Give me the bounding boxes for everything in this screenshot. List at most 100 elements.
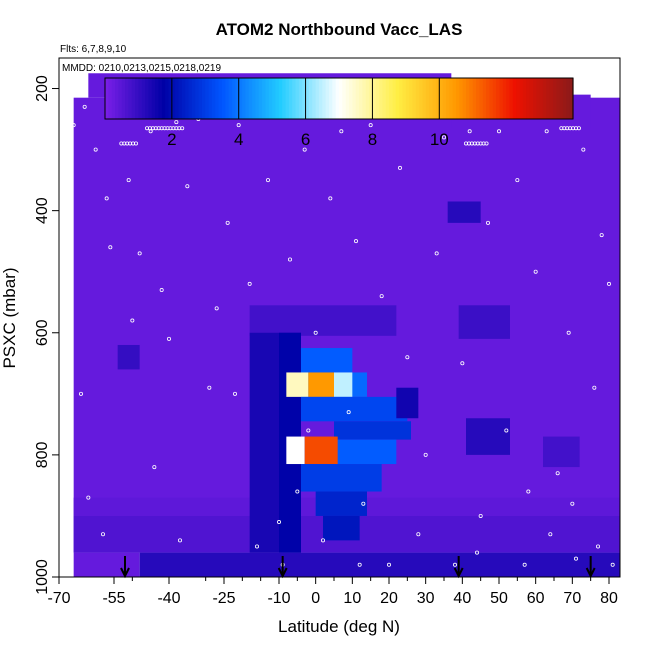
observation-point [86, 495, 91, 500]
observation-point [515, 178, 520, 183]
heatmap-cell [543, 436, 580, 468]
colorbar-segment [228, 78, 233, 119]
x-tick-label: -40 [157, 590, 180, 607]
colorbar-segment [456, 78, 460, 119]
colorbar-segment [185, 78, 190, 119]
colorbar-segment [141, 78, 146, 119]
x-tick-label: 30 [417, 590, 435, 607]
heatmap-cell [323, 515, 360, 541]
colorbar-segment [385, 78, 390, 119]
x-tick-label: -10 [267, 590, 290, 607]
observation-point [180, 126, 185, 131]
heatmap-cell [117, 344, 140, 370]
heatmap-cells [73, 73, 620, 577]
colorbar-segment [552, 78, 557, 119]
colorbar-segment [472, 78, 477, 119]
colorbar-segment [449, 78, 454, 119]
colorbar-segment [118, 78, 123, 119]
colorbar-segment [509, 78, 514, 119]
colorbar-segment [476, 78, 480, 119]
colorbar-segment [131, 78, 136, 119]
heatmap-cell [334, 372, 353, 397]
colorbar-segment [489, 78, 494, 119]
heatmap-cell [447, 201, 481, 223]
colorbar-segment [278, 78, 283, 119]
colorbar-segment [168, 78, 173, 119]
x-axis-label: Latitude (deg N) [278, 617, 400, 636]
observation-point [548, 532, 553, 537]
colorbar-segment [559, 78, 564, 119]
observation-point [544, 129, 549, 134]
colorbar-segment [425, 78, 430, 119]
colorbar-segment [526, 78, 531, 119]
observation-point [423, 452, 428, 457]
colorbar-segment [305, 78, 310, 119]
colorbar-segment [272, 78, 277, 119]
colorbar-segment [369, 78, 374, 119]
colorbar: 2 4 6 8 10 [104, 77, 574, 149]
colorbar-segment [372, 78, 377, 119]
flights-label: Flts: 6,7,8,9,10 [60, 44, 127, 55]
observation-point [361, 501, 366, 506]
x-tick-label: 20 [380, 590, 398, 607]
colorbar-segment [516, 78, 521, 119]
observation-point [79, 391, 84, 396]
observation-point [295, 489, 300, 494]
heatmap-cell [304, 436, 338, 465]
observation-point [607, 281, 612, 286]
colorbar-segment [532, 78, 537, 119]
ground-arrow-head [120, 567, 130, 579]
colorbar-segment [349, 78, 353, 119]
colorbar-segment [222, 78, 226, 119]
observation-point [533, 269, 538, 274]
observation-point [441, 135, 446, 140]
observation-point [328, 196, 333, 201]
colorbar-segment [432, 78, 437, 119]
observation-point [207, 385, 212, 390]
y-tick-label: 600 [34, 319, 51, 346]
observation-point [152, 465, 157, 470]
colorbar-segment [268, 78, 273, 119]
colorbar-segment [108, 78, 113, 119]
colorbar-segment [325, 78, 330, 119]
colorbar-segment [295, 78, 300, 119]
colorbar-segment [208, 78, 213, 119]
observation-point [478, 513, 483, 518]
observation-point [460, 361, 465, 366]
colorbar-segment [138, 78, 143, 119]
colorbar-segment [298, 78, 303, 119]
colorbar-segment [128, 78, 133, 119]
x-tick-label: -55 [102, 590, 125, 607]
observation-point [397, 165, 402, 170]
colorbar-segment [238, 78, 243, 119]
observation-point [522, 562, 527, 567]
colorbar-segment [248, 78, 253, 119]
colorbar-segment [502, 78, 507, 119]
observation-point [346, 410, 351, 415]
colorbar-segment [442, 78, 447, 119]
colorbar-segment [466, 78, 470, 119]
colorbar-segment [262, 78, 267, 119]
heatmap-cell [286, 436, 305, 465]
plot-frame [58, 57, 621, 578]
colorbar-segment [121, 78, 126, 119]
colorbar-segment [205, 78, 210, 119]
observation-point [108, 245, 113, 250]
colorbar-segment [409, 78, 414, 119]
colorbar-segment [255, 78, 260, 119]
colorbar-segment [171, 78, 176, 119]
observation-point [434, 251, 439, 256]
colorbar-segment [225, 78, 230, 119]
colorbar-segment [265, 78, 270, 119]
x-tick-label: 0 [311, 590, 320, 607]
colorbar-segment [549, 78, 554, 119]
observation-point [405, 355, 410, 360]
colorbar-segment [191, 78, 196, 119]
colorbar-segment [165, 78, 170, 119]
colorbar-segment [429, 78, 434, 119]
observation-point [185, 184, 190, 189]
x-tick-label: -25 [212, 590, 235, 607]
colorbar-segment [499, 78, 504, 119]
heatmap-cell [396, 387, 419, 419]
